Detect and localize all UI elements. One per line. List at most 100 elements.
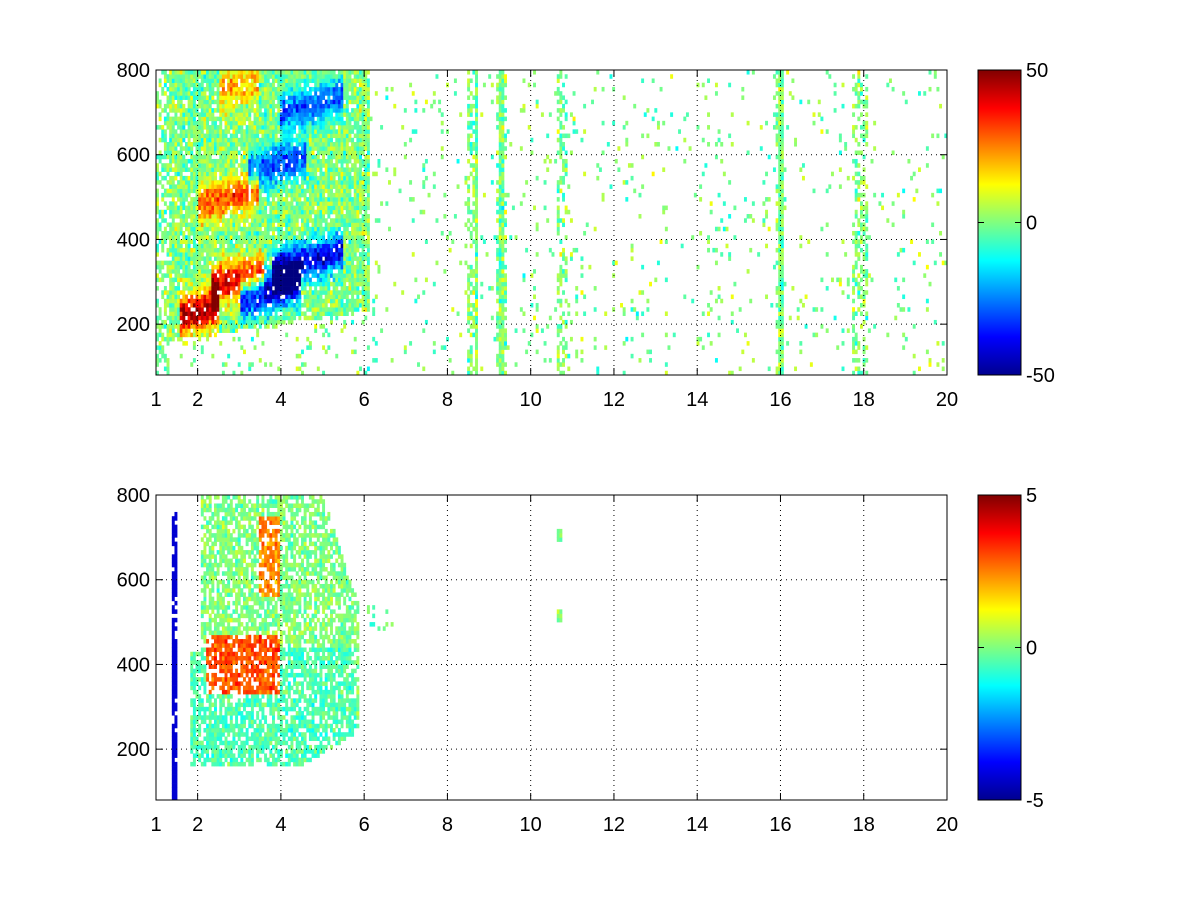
heatmap-cell [277,99,281,105]
heatmap-cell [351,222,355,228]
heatmap-cell [343,78,347,84]
heatmap-cell [351,197,355,202]
heatmap-cell [343,137,347,143]
heatmap-cell [424,319,428,325]
heatmap-cell [229,91,233,96]
heatmap-cell [285,180,289,185]
heatmap-cell [308,197,312,202]
heatmap-cell [277,260,281,266]
heatmap-cell [301,184,304,189]
heatmap-cell [169,91,173,96]
heatmap-cell [359,239,362,244]
heatmap-cell [258,214,262,219]
heatmap-cell [274,302,278,308]
heatmap-cell [182,302,186,308]
heatmap-cell [293,188,297,194]
heatmap-cell [272,95,275,100]
heatmap-cell [221,74,225,79]
heatmap-cell [163,307,167,312]
heatmap-cell [438,108,442,113]
heatmap-cell [345,218,349,223]
heatmap-cell [171,286,175,291]
heatmap-cell [279,171,283,177]
heatmap-cell [245,201,249,206]
heatmap-cell [171,120,175,126]
heatmap-cell [345,298,349,304]
heatmap-cell [179,277,183,283]
heatmap-cell [475,167,478,172]
heatmap-cell [166,116,170,122]
heatmap-cell [219,256,223,261]
heatmap-cell [467,353,471,359]
heatmap-cell [179,192,183,198]
heatmap-cell [366,307,370,312]
heatmap-cell [240,95,244,100]
heatmap-cell [224,150,228,156]
heatmap-cell [261,120,265,126]
heatmap-cell [290,222,294,228]
heatmap-cell [219,319,223,325]
heatmap-cell [322,247,326,253]
heatmap-cell [174,290,178,295]
heatmap-cell [359,129,362,134]
heatmap-cell [245,146,249,151]
heatmap-cell [332,142,336,147]
heatmap-cell [256,116,260,122]
heatmap-cell [348,184,352,189]
heatmap-cell [451,307,455,312]
heatmap-cell [324,82,328,88]
heatmap-cell [440,129,444,134]
heatmap-cell [190,142,194,147]
heatmap-cell [282,137,286,143]
heatmap-cell [343,91,347,96]
heatmap-cell [166,252,170,257]
heatmap-cell [303,277,307,283]
heatmap-cell [290,184,294,189]
heatmap-cell [330,91,333,96]
heatmap-cell [264,154,268,160]
heatmap-cell [256,307,260,312]
heatmap-cell [277,188,281,194]
heatmap-cell [287,205,291,211]
heatmap-cell [298,214,302,219]
heatmap-cell [301,116,304,122]
heatmap-cell [279,82,283,88]
heatmap-cell [166,260,170,266]
heatmap-cell [258,311,262,316]
heatmap-cell [308,171,312,177]
heatmap-cell [301,188,304,194]
heatmap-cell [496,150,500,156]
heatmap-cell [214,175,217,181]
heatmap-cell [190,222,194,228]
heatmap-cell [266,82,270,88]
heatmap-cell [301,70,304,75]
heatmap-cell [261,184,265,189]
heatmap-cell [293,205,297,211]
heatmap-cell [269,154,273,160]
heatmap-cell [200,324,204,329]
heatmap-cell [301,142,304,147]
heatmap-cell [214,137,217,143]
heatmap-cell [501,133,505,139]
heatmap-cell [182,129,186,134]
heatmap-cell [322,311,326,316]
heatmap-cell [169,252,173,257]
heatmap-cell [190,260,194,266]
heatmap-cell [156,201,159,206]
heatmap-cell [216,286,220,291]
heatmap-cell [335,277,339,283]
heatmap-cell [224,260,228,266]
heatmap-cell [322,125,326,130]
heatmap-cell [266,294,270,300]
heatmap-cell [475,125,478,130]
heatmap-cell [496,197,500,202]
heatmap-cell [364,226,368,232]
heatmap-cell [158,82,162,88]
heatmap-cell [356,273,360,278]
heatmap-cell [198,298,202,304]
heatmap-cell [229,197,233,202]
heatmap-cell [319,86,323,92]
heatmap-cell [208,218,212,223]
heatmap-cell [324,260,328,266]
heatmap-cell [206,86,210,92]
